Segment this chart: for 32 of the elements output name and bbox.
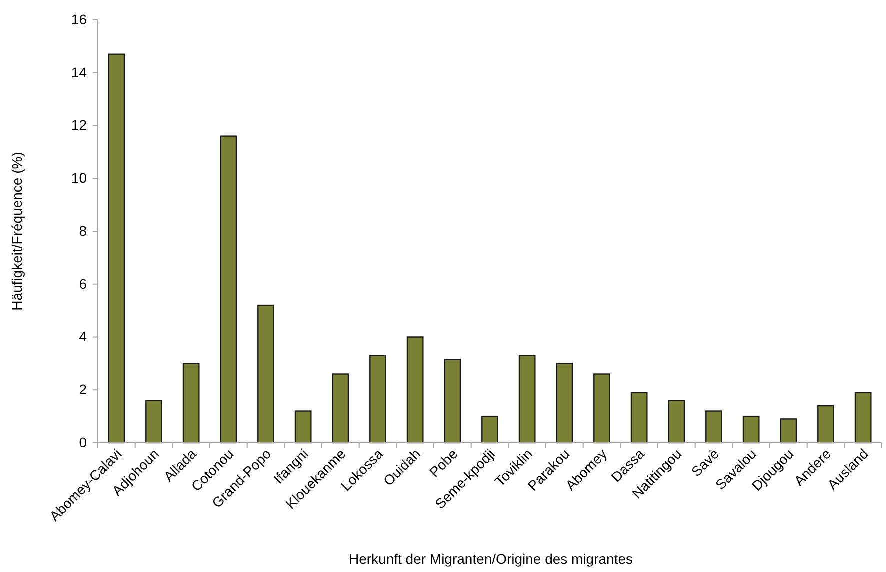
y-tick-label: 14 [71,64,88,80]
bar [482,416,498,444]
bar [444,359,462,444]
y-axis-title: Häufigkeit/Fréquence (%) [9,152,25,311]
bar [146,400,162,444]
bar [780,418,798,444]
bar [294,410,312,444]
bar [630,392,648,444]
bar [854,392,872,444]
y-tick-label: 10 [71,170,88,186]
x-axis-title: Herkunft der Migranten/Origine des migrantes [348,551,634,567]
y-tick-label: 4 [79,328,88,345]
bar [668,400,686,444]
bar [706,410,722,444]
bar [332,374,350,444]
bar [818,405,834,444]
bar [556,363,574,444]
y-tick-label: 8 [79,222,88,239]
bar [220,136,238,444]
bar [182,363,200,444]
bar [742,416,760,444]
y-tick-label: 16 [71,11,88,28]
y-tick-label: 2 [79,382,88,398]
bar [594,374,610,444]
bar [258,304,274,444]
bar [370,355,386,444]
y-tick-label: 0 [79,434,88,450]
bar [406,336,424,444]
y-tick-label: 6 [79,276,88,292]
bar [518,355,536,444]
bar [108,54,126,444]
y-tick-label: 12 [71,117,88,134]
